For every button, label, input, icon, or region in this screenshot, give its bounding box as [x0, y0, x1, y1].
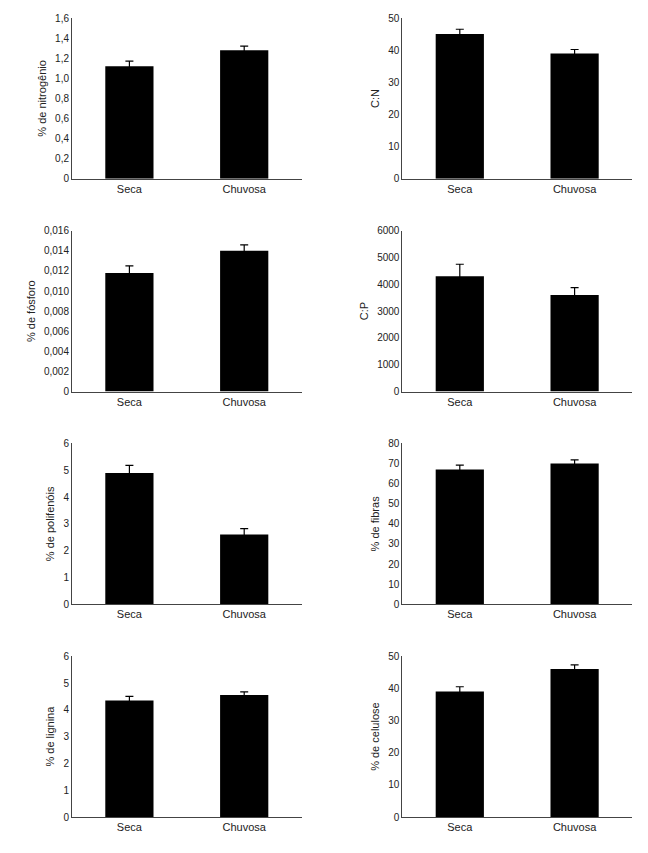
svg-text:0,4: 0,4 [55, 133, 69, 144]
svg-text:20: 20 [388, 109, 400, 120]
svg-text:Seca: Seca [117, 821, 143, 833]
svg-text:Chuvosa: Chuvosa [553, 821, 597, 833]
svg-text:0,6: 0,6 [55, 113, 69, 124]
svg-text:0: 0 [63, 386, 69, 397]
svg-text:40: 40 [388, 45, 400, 56]
svg-text:70: 70 [388, 458, 400, 469]
svg-text:0,012: 0,012 [44, 265, 69, 276]
svg-text:2: 2 [63, 758, 69, 769]
svg-text:50: 50 [388, 498, 400, 509]
svg-text:Seca: Seca [117, 183, 143, 195]
svg-text:1,2: 1,2 [55, 53, 69, 64]
svg-text:% de polifenóis: % de polifenóis [44, 486, 56, 561]
svg-text:0,010: 0,010 [44, 286, 69, 297]
svg-text:0,016: 0,016 [44, 225, 69, 236]
svg-text:0: 0 [63, 599, 69, 610]
svg-text:80: 80 [388, 438, 400, 449]
svg-text:1,6: 1,6 [55, 13, 69, 24]
svg-text:20: 20 [388, 559, 400, 570]
svg-text:0,014: 0,014 [44, 245, 69, 256]
svg-text:C:N: C:N [369, 89, 381, 108]
svg-text:1000: 1000 [377, 359, 400, 370]
svg-text:Seca: Seca [117, 396, 143, 408]
svg-text:Seca: Seca [447, 608, 473, 620]
svg-text:0: 0 [394, 599, 400, 610]
svg-text:2000: 2000 [377, 332, 400, 343]
svg-text:4: 4 [63, 492, 69, 503]
svg-text:0: 0 [394, 386, 400, 397]
svg-text:30: 30 [388, 77, 400, 88]
svg-text:0,002: 0,002 [44, 366, 69, 377]
svg-text:Chuvosa: Chuvosa [553, 183, 597, 195]
svg-text:Chuvosa: Chuvosa [553, 396, 597, 408]
svg-text:30: 30 [388, 538, 400, 549]
svg-text:Seca: Seca [447, 183, 473, 195]
svg-text:6000: 6000 [377, 225, 400, 236]
svg-text:1,0: 1,0 [55, 73, 69, 84]
svg-text:Chuvosa: Chuvosa [222, 821, 266, 833]
svg-text:3: 3 [63, 518, 69, 529]
svg-text:4000: 4000 [377, 279, 400, 290]
svg-text:1: 1 [63, 785, 69, 796]
svg-text:C:P: C:P [358, 302, 370, 320]
svg-text:1: 1 [63, 572, 69, 583]
svg-text:20: 20 [388, 747, 400, 758]
svg-text:% de fibras: % de fibras [369, 496, 381, 552]
svg-text:10: 10 [388, 779, 400, 790]
svg-text:0,2: 0,2 [55, 153, 69, 164]
svg-text:6: 6 [63, 438, 69, 449]
svg-text:Seca: Seca [117, 608, 143, 620]
svg-text:0: 0 [63, 812, 69, 823]
svg-text:1,4: 1,4 [55, 33, 69, 44]
svg-text:5: 5 [63, 465, 69, 476]
svg-text:50: 50 [388, 651, 400, 662]
svg-text:% de fósforo: % de fósforo [25, 280, 37, 342]
svg-text:0: 0 [394, 812, 400, 823]
svg-text:4: 4 [63, 704, 69, 715]
svg-text:0,006: 0,006 [44, 326, 69, 337]
svg-text:30: 30 [388, 715, 400, 726]
svg-text:50: 50 [388, 13, 400, 24]
svg-text:2: 2 [63, 545, 69, 556]
svg-text:40: 40 [388, 683, 400, 694]
svg-text:40: 40 [388, 518, 400, 529]
svg-text:5: 5 [63, 678, 69, 689]
svg-text:5000: 5000 [377, 252, 400, 263]
svg-text:Chuvosa: Chuvosa [222, 183, 266, 195]
svg-text:0: 0 [63, 173, 69, 184]
svg-text:0,8: 0,8 [55, 93, 69, 104]
svg-text:% de lignina: % de lignina [44, 706, 56, 767]
svg-text:60: 60 [388, 478, 400, 489]
svg-text:10: 10 [388, 141, 400, 152]
svg-text:3: 3 [63, 731, 69, 742]
svg-text:10: 10 [388, 579, 400, 590]
svg-text:3000: 3000 [377, 306, 400, 317]
svg-text:0: 0 [394, 173, 400, 184]
svg-text:% de nitrogênio: % de nitrogênio [36, 60, 48, 136]
svg-text:% de celulose: % de celulose [369, 702, 381, 771]
svg-text:Chuvosa: Chuvosa [222, 396, 266, 408]
svg-text:Seca: Seca [447, 821, 473, 833]
svg-text:Chuvosa: Chuvosa [553, 608, 597, 620]
svg-text:6: 6 [63, 651, 69, 662]
svg-text:Chuvosa: Chuvosa [222, 608, 266, 620]
svg-text:0,008: 0,008 [44, 306, 69, 317]
svg-text:0,004: 0,004 [44, 346, 69, 357]
svg-text:Seca: Seca [447, 396, 473, 408]
